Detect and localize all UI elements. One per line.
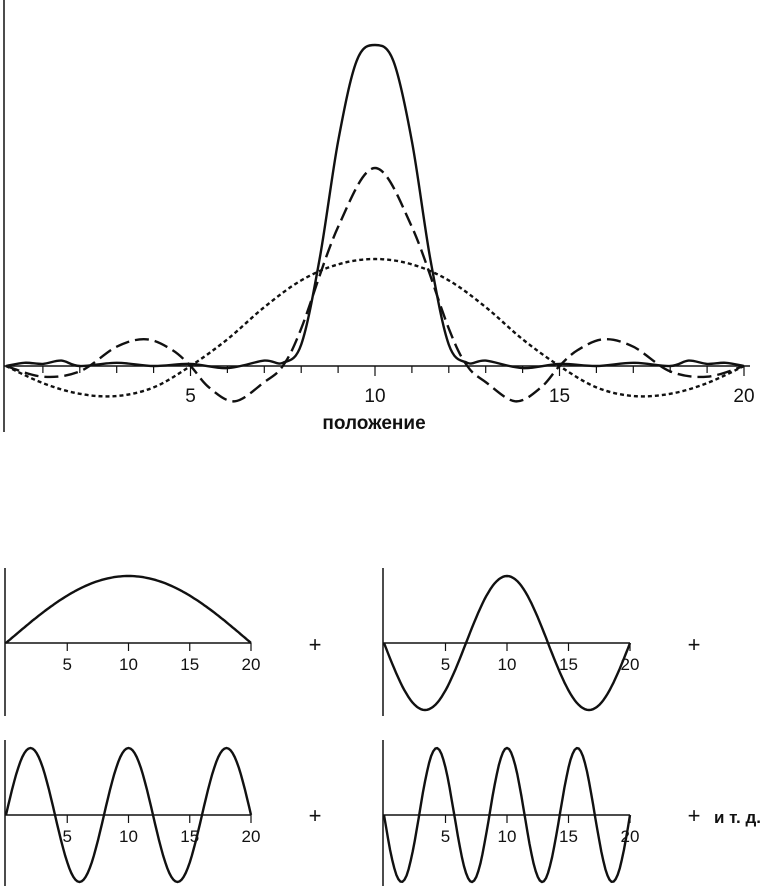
harmonic-curve <box>4 746 253 884</box>
plus-sign-1: + <box>309 632 322 657</box>
x-tick-label: 20 <box>733 386 754 407</box>
small-chart-harmonic-1: 5 10 15 20 <box>4 568 261 716</box>
small-chart-harmonic-7: 5 10 15 20 <box>382 740 640 886</box>
x-tick-label: 10 <box>498 655 517 674</box>
x-tick-label: 5 <box>63 655 72 674</box>
x-tick-label: 5 <box>63 827 72 846</box>
x-tick-label: 10 <box>119 655 138 674</box>
x-tick-label: 5 <box>441 655 450 674</box>
x-tick-label: 10 <box>119 827 138 846</box>
x-tick-label: 20 <box>621 655 640 674</box>
x-tick-label: 15 <box>559 655 578 674</box>
x-tick-label: 5 <box>185 386 196 407</box>
x-tick-label: 20 <box>242 655 261 674</box>
x-tick-label: 5 <box>441 827 450 846</box>
small-chart-harmonic-3: 5 10 15 20 <box>382 568 640 716</box>
plus-sign-4: + <box>688 803 701 828</box>
series-line-dashed <box>5 166 745 403</box>
series-line-solid <box>5 43 745 370</box>
x-tick-label: 20 <box>242 827 261 846</box>
main-chart: 5 10 15 20 положение <box>3 0 755 434</box>
x-tick-label: 10 <box>364 386 385 407</box>
x-tick-label: 15 <box>180 655 199 674</box>
plus-sign-3: + <box>309 803 322 828</box>
x-tick-label: 15 <box>180 827 199 846</box>
harmonic-curve <box>382 746 632 884</box>
harmonic-curve <box>5 574 252 644</box>
x-tick-label: 15 <box>559 827 578 846</box>
x-tick-label: 15 <box>549 386 570 407</box>
x-tick-label: 10 <box>498 827 517 846</box>
x-tick-label: 20 <box>621 827 640 846</box>
plus-sign-2: + <box>688 632 701 657</box>
series-line-dotted <box>5 257 745 398</box>
x-axis-label: положение <box>322 413 425 434</box>
etc-label: и т. д. <box>714 808 761 827</box>
small-chart-harmonic-5: 5 10 15 20 <box>4 740 261 886</box>
harmonic-curve <box>382 574 632 712</box>
